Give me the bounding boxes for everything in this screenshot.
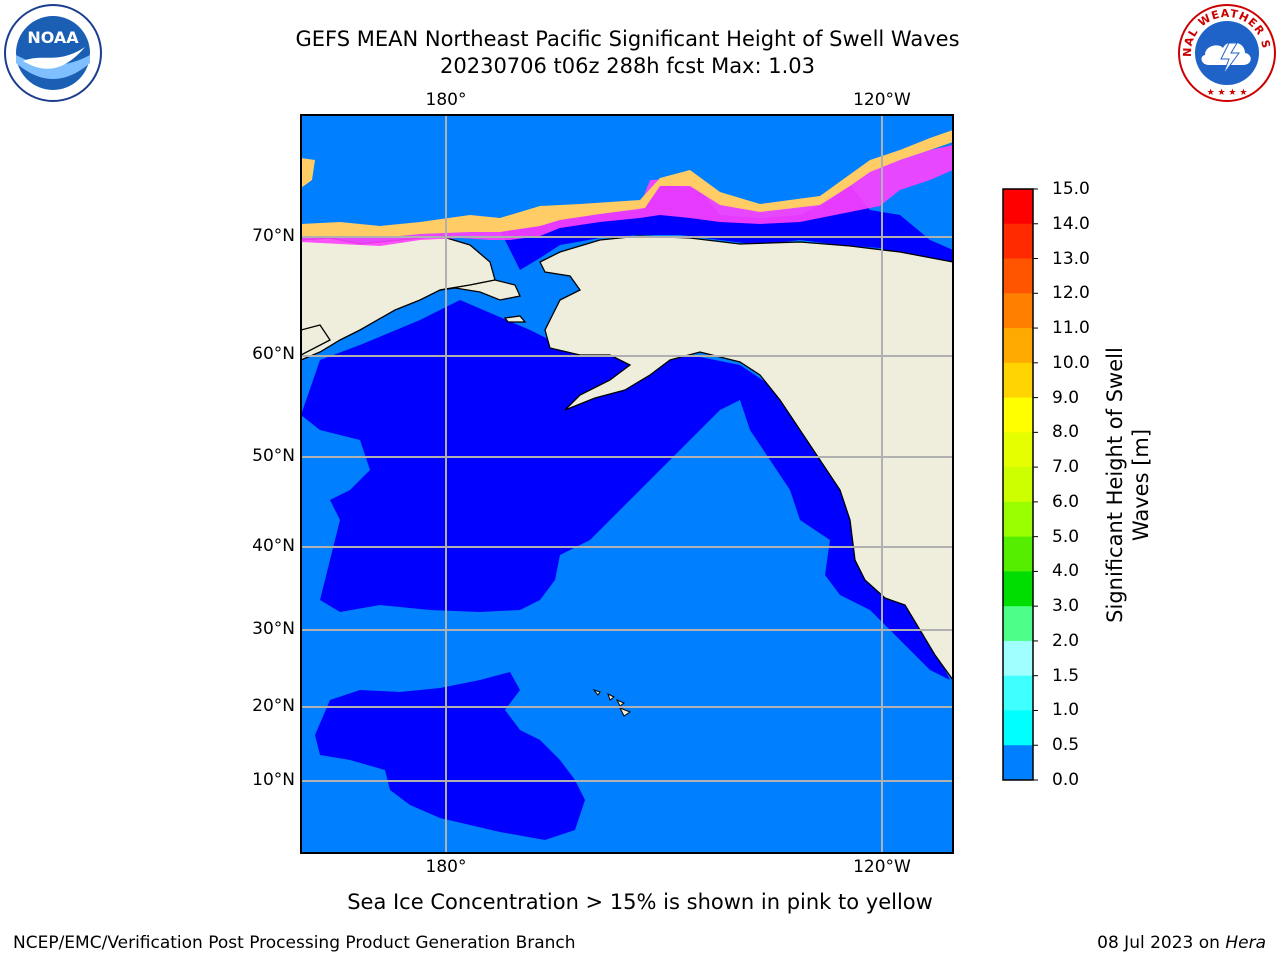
land-island [503,315,527,323]
lat-30n: 30°N [252,619,295,639]
lat-50n: 50°N [252,446,295,466]
footer-branch: NCEP/EMC/Verification Post Processing Pr… [13,933,576,953]
colorbar-segment [1003,189,1033,225]
colorbar [1002,188,1038,781]
colorbar-segment [1003,293,1033,329]
colorbar-segment [1003,362,1033,399]
land-chukotka [439,279,521,301]
colorbar-segment [1003,223,1033,260]
lon-bottom-120w: 120°W [853,857,911,877]
map-border [300,114,954,854]
land [301,235,953,682]
nws-logo: NATIONAL WEATHER SERVICE ★ ★ ★ ★ [1177,3,1276,102]
colorbar-title-text: Significant Height of Swell Waves [m] [1103,347,1153,623]
ocean-swell-0.0-0.5-south [315,672,585,840]
gridlines [301,115,953,853]
title-line-1: GEFS MEAN Northeast Pacific Significant … [295,27,960,51]
colorbar-tick-label: 15.0 [1052,179,1090,199]
footer-date-text: 08 Jul 2023 on [1097,933,1226,953]
lon-top-120w: 120°W [853,90,911,110]
colorbar-tick-label: 5.0 [1052,526,1080,547]
lat-70n: 70°N [252,226,295,246]
lat-60n: 60°N [252,344,295,364]
colorbar-tick-label: 0.5 [1052,735,1080,756]
colorbar-tick-label: 13.0 [1052,248,1090,269]
colorbar-title: Significant Height of Swell Waves [m] [1102,330,1154,640]
footer-date: 08 Jul 2023 on Hera [1097,933,1266,953]
colorbar-segment [1003,536,1033,572]
colorbar-segment [1003,675,1033,711]
colorbar-segment [1003,606,1033,642]
lat-20n: 20°N [252,696,295,716]
colorbar-tick-label: 11.0 [1052,318,1090,339]
ocean-swell-0.0-0.5-north [301,300,950,680]
colorbar-tick-label: 9.0 [1052,387,1080,408]
colorbar-tick-label: 7.0 [1052,457,1080,478]
colorbar-tick-label: 8.0 [1052,422,1080,443]
chart-title: GEFS MEAN Northeast Pacific Significant … [0,26,1255,80]
colorbar-segment [1003,640,1033,677]
colorbar-segment [1003,571,1033,607]
colorbar-tick-label: 12.0 [1052,283,1090,304]
colorbar-segment [1003,501,1033,538]
noaa-logo: NOAA [4,4,102,102]
colorbar-segment [1003,745,1033,781]
lat-10n: 10°N [252,770,295,790]
sea-ice-pink [301,145,953,246]
noaa-logo-text: NOAA [27,28,79,47]
sea-ice-caption: Sea Ice Concentration > 15% is shown in … [347,890,933,914]
sea-ice-yellow [301,130,953,238]
colorbar-segment [1003,328,1033,364]
colorbar-segment [1003,397,1033,433]
colorbar-tick-label: 3.0 [1052,596,1080,617]
colorbar-tick-label: 2.0 [1052,630,1080,651]
footer-host: Hera [1225,933,1266,953]
colorbar-segment [1003,467,1033,503]
svg-text:★ ★ ★ ★: ★ ★ ★ ★ [1207,88,1248,98]
colorbar-segment [1003,258,1033,294]
hawaii [592,688,632,717]
colorbar-segment [1003,432,1033,468]
colorbar-tick-label: 1.5 [1052,665,1080,686]
colorbar-tick-label: 1.0 [1052,700,1080,721]
land-kamchatka [301,324,331,356]
lat-40n: 40°N [252,536,295,556]
title-line-2: 20230706 t06z 288h fcst Max: 1.03 [440,54,815,78]
colorbar-tick-label: 10.0 [1052,352,1090,373]
colorbar-tick-label: 14.0 [1052,213,1090,234]
colorbar-tick-label: 0.0 [1052,770,1080,790]
colorbar-tick-label: 6.0 [1052,491,1080,512]
sea-ice [301,130,953,246]
land-north-america [539,235,953,682]
colorbar-border [1002,188,1034,781]
colorbar-segment [1003,710,1033,746]
sea-ice-patch [301,158,315,188]
colorbar-tick-label: 4.0 [1052,561,1080,582]
lon-bottom-180: 180° [425,857,467,877]
lon-top-180: 180° [425,90,467,110]
